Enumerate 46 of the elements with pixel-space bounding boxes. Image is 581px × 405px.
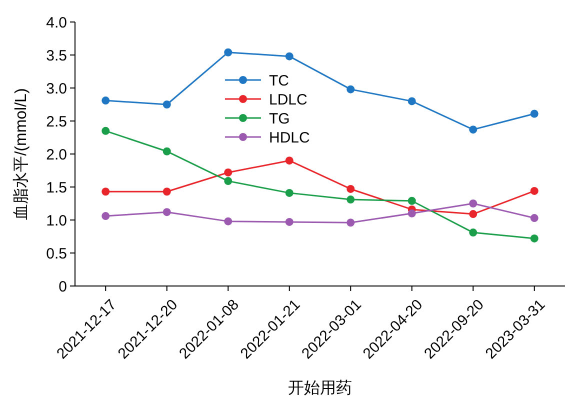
y-tick-label: 0.5 [46,245,67,262]
y-tick-label: 0 [58,278,67,296]
point [285,156,294,165]
point [102,212,110,220]
point [346,218,355,227]
point [469,210,478,218]
point [469,228,478,237]
point [469,200,478,208]
point [530,110,538,118]
point [224,168,232,176]
point [162,208,171,216]
point [408,97,416,106]
y-tick-label: 4.0 [46,14,67,32]
point [162,147,171,156]
point [408,196,416,205]
point [530,186,538,195]
point [469,126,478,134]
point [162,100,171,108]
point [346,85,355,94]
point [162,188,171,196]
legend-label: TC [269,72,290,90]
point [102,96,110,105]
point [285,188,294,197]
point [224,217,232,226]
y-axis-title: 血脂水平/(mmol/L) [12,88,30,220]
point [346,196,355,204]
point [346,184,355,193]
y-tick-label: 1.0 [46,212,67,230]
point [285,52,294,60]
point [530,234,538,242]
point [102,188,110,196]
y-tick-label: 3.5 [46,47,67,64]
legend-label: HDLC [269,129,310,146]
y-tick-label: 2.5 [46,113,67,130]
point [285,218,294,226]
point [102,126,110,135]
point [408,209,416,218]
y-tick-label: 3.0 [46,80,67,98]
y-tick-label: 2.0 [46,146,67,164]
point [224,48,232,56]
legend-label: LDLC [269,91,308,108]
point [530,214,538,222]
legend-label: TG [269,110,290,128]
point [224,177,232,186]
x-axis-title: 开始用药 [288,379,352,397]
y-tick-label: 1.5 [46,179,67,196]
